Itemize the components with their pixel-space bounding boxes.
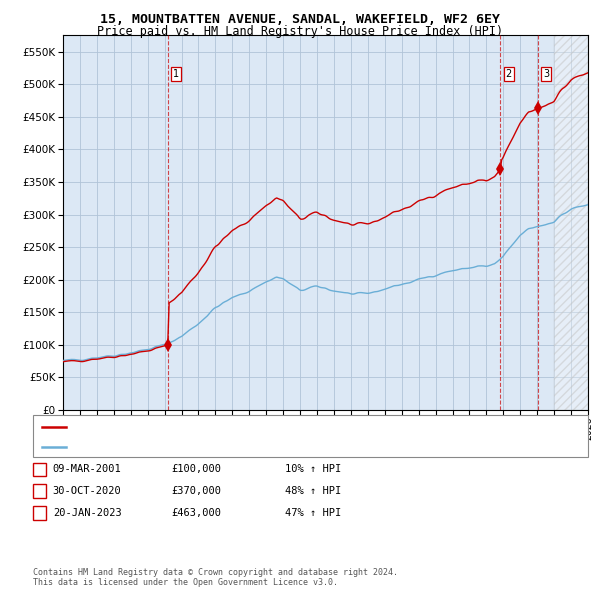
Text: 2: 2 [37,486,43,496]
Text: 48% ↑ HPI: 48% ↑ HPI [285,486,341,496]
Text: HPI: Average price, detached house, Wakefield: HPI: Average price, detached house, Wake… [70,442,340,451]
Text: 3: 3 [543,68,549,78]
Text: Price paid vs. HM Land Registry's House Price Index (HPI): Price paid vs. HM Land Registry's House … [97,25,503,38]
Text: Contains HM Land Registry data © Crown copyright and database right 2024.
This d: Contains HM Land Registry data © Crown c… [33,568,398,587]
Text: 15, MOUNTBATTEN AVENUE, SANDAL, WAKEFIELD, WF2 6EY (detached house): 15, MOUNTBATTEN AVENUE, SANDAL, WAKEFIEL… [70,422,472,432]
Text: 10% ↑ HPI: 10% ↑ HPI [285,464,341,474]
Text: 2: 2 [506,68,512,78]
Text: 09-MAR-2001: 09-MAR-2001 [53,464,122,474]
Text: £100,000: £100,000 [171,464,221,474]
Text: 30-OCT-2020: 30-OCT-2020 [53,486,122,496]
Text: 1: 1 [37,464,43,474]
Text: 47% ↑ HPI: 47% ↑ HPI [285,508,341,517]
Text: £463,000: £463,000 [171,508,221,517]
Text: 20-JAN-2023: 20-JAN-2023 [53,508,122,517]
Text: 3: 3 [37,508,43,517]
Text: 15, MOUNTBATTEN AVENUE, SANDAL, WAKEFIELD, WF2 6EY: 15, MOUNTBATTEN AVENUE, SANDAL, WAKEFIEL… [100,13,500,26]
Text: 1: 1 [173,68,179,78]
Text: £370,000: £370,000 [171,486,221,496]
